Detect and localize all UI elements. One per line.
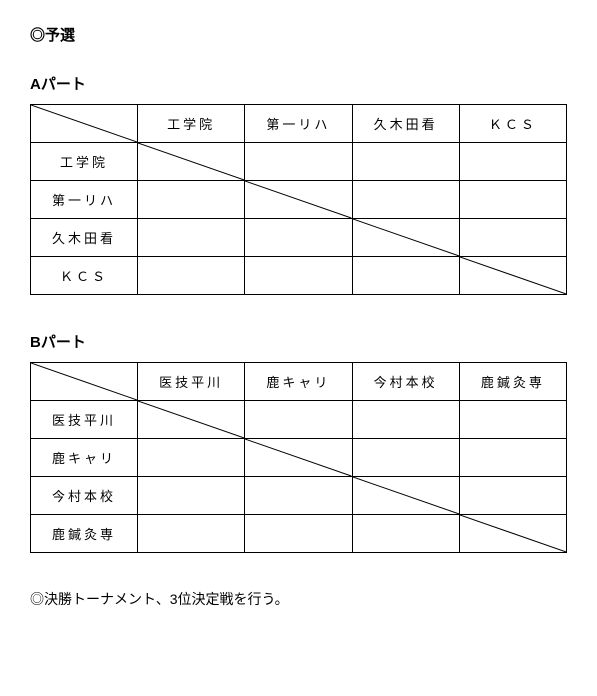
result-cell — [459, 439, 566, 477]
column-header: 今村本校 — [352, 363, 459, 401]
page-title: ◎予選 — [30, 24, 567, 45]
part-section: Aパート工学院第一リハ久木田看ＫＣＳ工学院第一リハ久木田看ＫＣＳ — [30, 73, 567, 295]
column-header: 鹿鍼灸専 — [459, 363, 566, 401]
result-cell — [138, 181, 245, 219]
corner-cell — [31, 105, 138, 143]
result-cell — [245, 257, 352, 295]
result-cell — [352, 439, 459, 477]
table-row: 久木田看 — [31, 219, 567, 257]
part-title: Aパート — [30, 73, 567, 94]
corner-cell — [31, 363, 138, 401]
result-cell — [459, 257, 566, 295]
column-header: 医技平川 — [138, 363, 245, 401]
round-robin-table: 工学院第一リハ久木田看ＫＣＳ工学院第一リハ久木田看ＫＣＳ — [30, 104, 567, 295]
result-cell — [459, 181, 566, 219]
result-cell — [138, 143, 245, 181]
column-header: 久木田看 — [352, 105, 459, 143]
result-cell — [352, 401, 459, 439]
result-cell — [138, 477, 245, 515]
result-cell — [138, 439, 245, 477]
column-header: 工学院 — [138, 105, 245, 143]
footer-note: ◎決勝トーナメント、3位決定戦を行う。 — [30, 589, 567, 609]
table-row: 鹿キャリ — [31, 439, 567, 477]
result-cell — [459, 401, 566, 439]
table-row: 工学院 — [31, 143, 567, 181]
column-header: ＫＣＳ — [459, 105, 566, 143]
result-cell — [138, 515, 245, 553]
result-cell — [352, 477, 459, 515]
result-cell — [459, 219, 566, 257]
row-header: 医技平川 — [31, 401, 138, 439]
row-header: 第一リハ — [31, 181, 138, 219]
result-cell — [245, 401, 352, 439]
result-cell — [352, 257, 459, 295]
row-header: ＫＣＳ — [31, 257, 138, 295]
result-cell — [459, 477, 566, 515]
table-row: 第一リハ — [31, 181, 567, 219]
table-row: 今村本校 — [31, 477, 567, 515]
row-header: 鹿鍼灸専 — [31, 515, 138, 553]
result-cell — [245, 219, 352, 257]
row-header: 工学院 — [31, 143, 138, 181]
row-header: 鹿キャリ — [31, 439, 138, 477]
result-cell — [352, 515, 459, 553]
result-cell — [138, 401, 245, 439]
row-header: 久木田看 — [31, 219, 138, 257]
result-cell — [245, 143, 352, 181]
result-cell — [352, 219, 459, 257]
result-cell — [352, 181, 459, 219]
result-cell — [245, 515, 352, 553]
result-cell — [138, 219, 245, 257]
table-row: 鹿鍼灸専 — [31, 515, 567, 553]
result-cell — [459, 515, 566, 553]
round-robin-table: 医技平川鹿キャリ今村本校鹿鍼灸専医技平川鹿キャリ今村本校鹿鍼灸専 — [30, 362, 567, 553]
part-section: Bパート医技平川鹿キャリ今村本校鹿鍼灸専医技平川鹿キャリ今村本校鹿鍼灸専 — [30, 331, 567, 553]
result-cell — [459, 143, 566, 181]
column-header: 第一リハ — [245, 105, 352, 143]
table-row: 医技平川 — [31, 401, 567, 439]
result-cell — [245, 439, 352, 477]
result-cell — [245, 181, 352, 219]
row-header: 今村本校 — [31, 477, 138, 515]
part-title: Bパート — [30, 331, 567, 352]
result-cell — [138, 257, 245, 295]
table-row: ＫＣＳ — [31, 257, 567, 295]
result-cell — [245, 477, 352, 515]
column-header: 鹿キャリ — [245, 363, 352, 401]
result-cell — [352, 143, 459, 181]
